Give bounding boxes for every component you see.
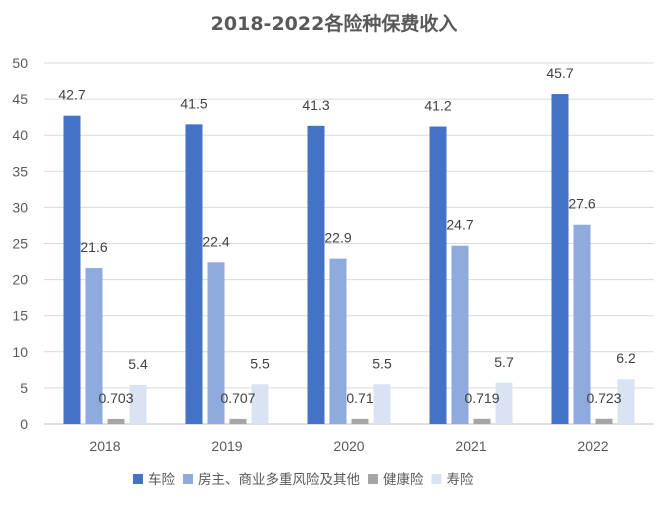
legend-entry: 寿险 xyxy=(447,471,474,488)
data-label: 0.71 xyxy=(346,390,373,406)
y-tick-label: 45 xyxy=(12,91,28,107)
bar xyxy=(251,384,269,424)
x-tick-label: 2018 xyxy=(89,438,120,454)
legend-swatch xyxy=(368,474,378,484)
bar xyxy=(595,418,613,424)
bar xyxy=(329,258,347,424)
bar xyxy=(185,124,203,425)
bar xyxy=(373,384,391,424)
data-label: 45.7 xyxy=(546,65,573,81)
y-tick-label: 20 xyxy=(12,272,28,288)
legend-entry: 房主、商业多重风险及其他 xyxy=(198,471,360,488)
x-tick-label: 2019 xyxy=(211,438,242,454)
bar xyxy=(129,385,147,424)
bar xyxy=(473,418,491,424)
data-label: 0.719 xyxy=(464,390,499,406)
data-label: 21.6 xyxy=(80,239,107,255)
x-tick-label: 2020 xyxy=(333,438,364,454)
data-label: 0.703 xyxy=(98,390,133,406)
data-label: 5.5 xyxy=(250,355,270,371)
y-tick-label: 15 xyxy=(12,308,28,324)
bar xyxy=(429,126,447,424)
legend-entry: 车险 xyxy=(148,471,175,488)
legend-entry: 健康险 xyxy=(383,471,424,488)
data-label: 5.4 xyxy=(128,356,148,372)
y-tick-label: 35 xyxy=(12,163,28,179)
legend: 车险 房主、商业多重风险及其他 健康险 寿险 xyxy=(133,471,474,488)
bar xyxy=(307,125,325,425)
bar xyxy=(551,94,569,425)
y-tick-label: 30 xyxy=(12,199,28,215)
y-tick-label: 10 xyxy=(12,344,28,360)
legend-swatch xyxy=(431,474,442,484)
data-label: 24.7 xyxy=(446,217,473,233)
bar xyxy=(63,115,81,425)
data-label: 41.5 xyxy=(180,95,207,111)
bar xyxy=(229,418,247,424)
bar xyxy=(573,224,591,424)
data-label: 5.7 xyxy=(494,354,514,370)
x-tick-label: 2021 xyxy=(455,438,486,454)
data-label: 41.3 xyxy=(302,97,329,113)
y-tick-label: 25 xyxy=(12,236,28,252)
legend-swatch xyxy=(183,474,193,484)
bar xyxy=(107,418,125,424)
y-tick-label: 5 xyxy=(20,380,28,396)
y-tick-label: 0 xyxy=(20,416,28,432)
data-label: 5.5 xyxy=(372,355,392,371)
legend-swatch xyxy=(133,474,143,484)
y-axis: 0 5 10 15 20 25 30 35 40 45 50 xyxy=(12,55,28,432)
data-label: 6.2 xyxy=(616,350,636,366)
data-label: 0.723 xyxy=(586,390,621,406)
bar xyxy=(351,418,369,424)
data-label: 41.2 xyxy=(424,98,451,114)
y-tick-label: 40 xyxy=(12,127,28,143)
x-axis: 2018 2019 2020 2021 2022 xyxy=(89,438,608,454)
data-labels: 42.7 21.6 0.703 5.4 41.5 22.4 0.707 5.5 41.3 22.9… xyxy=(58,65,636,406)
data-label: 22.9 xyxy=(324,230,351,246)
bars xyxy=(63,94,635,425)
chart-title: 2018-2022各险种保费收入 xyxy=(211,12,458,35)
bar xyxy=(451,245,469,424)
bar xyxy=(207,262,225,424)
data-label: 0.707 xyxy=(220,390,255,406)
data-label: 27.6 xyxy=(568,196,595,212)
bar xyxy=(617,379,635,424)
y-tick-label: 50 xyxy=(12,55,28,71)
data-label: 22.4 xyxy=(202,233,229,249)
x-tick-label: 2022 xyxy=(577,438,608,454)
bar xyxy=(85,268,103,424)
data-label: 42.7 xyxy=(58,87,85,103)
bar xyxy=(495,382,513,424)
